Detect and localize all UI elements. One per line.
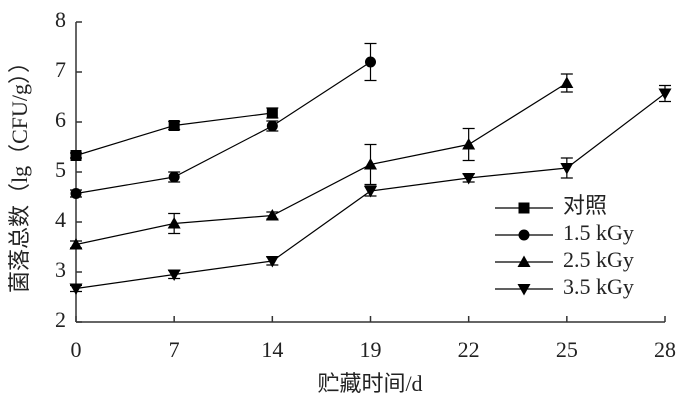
marker	[658, 88, 672, 100]
marker	[560, 163, 574, 175]
series-line	[75, 61, 371, 195]
y-tick-label: 4	[55, 207, 66, 232]
x-tick-label: 25	[556, 337, 578, 362]
y-tick-label: 2	[55, 307, 66, 332]
marker	[70, 150, 82, 161]
y-tick-label: 7	[55, 57, 66, 82]
marker	[462, 173, 476, 185]
y-tick-label: 3	[55, 257, 66, 282]
x-tick-label: 7	[169, 337, 180, 362]
marker	[167, 269, 181, 281]
marker	[168, 120, 180, 131]
marker	[69, 238, 83, 250]
marker	[560, 76, 574, 88]
marker	[518, 202, 530, 214]
marker	[266, 107, 278, 119]
marker	[517, 255, 531, 267]
x-tick-label: 14	[261, 337, 283, 362]
legend-label: 3.5 kGy	[563, 274, 634, 299]
y-tick-label: 5	[55, 157, 66, 182]
marker	[517, 284, 531, 296]
legend-label: 1.5 kGy	[563, 220, 634, 245]
marker	[518, 229, 530, 241]
x-tick-label: 22	[458, 337, 480, 362]
x-axis-label: 贮藏时间/d	[317, 371, 422, 396]
marker	[365, 56, 376, 68]
y-tick-label: 6	[55, 107, 66, 132]
x-tick-label: 0	[71, 337, 82, 362]
x-tick-label: 19	[360, 337, 382, 362]
y-axis-label: 菌落总数（lg（CFU/g））	[7, 51, 32, 293]
legend-label: 2.5 kGy	[563, 247, 634, 272]
y-tick-label: 8	[55, 7, 66, 32]
series-line	[75, 112, 273, 157]
marker	[462, 138, 476, 150]
legend-label: 对照	[563, 193, 607, 218]
marker	[364, 186, 377, 198]
marker	[167, 217, 181, 229]
marker	[266, 120, 278, 132]
marker	[70, 188, 82, 199]
marker	[265, 209, 279, 221]
marker	[69, 283, 83, 295]
marker	[265, 256, 279, 268]
series-line	[75, 82, 568, 246]
marker	[364, 158, 377, 170]
marker	[168, 171, 180, 183]
x-tick-label: 28	[654, 337, 676, 362]
